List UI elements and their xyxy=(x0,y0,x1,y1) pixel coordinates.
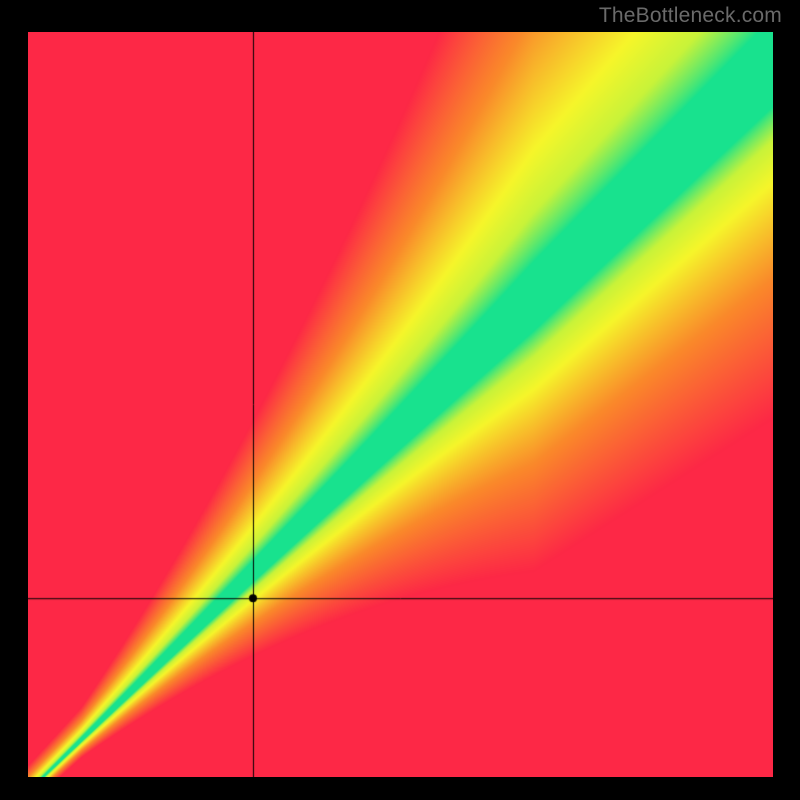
chart-container: TheBottleneck.com xyxy=(0,0,800,800)
heatmap-canvas xyxy=(28,32,773,777)
heatmap-plot xyxy=(28,32,773,777)
attribution-text: TheBottleneck.com xyxy=(599,4,782,28)
